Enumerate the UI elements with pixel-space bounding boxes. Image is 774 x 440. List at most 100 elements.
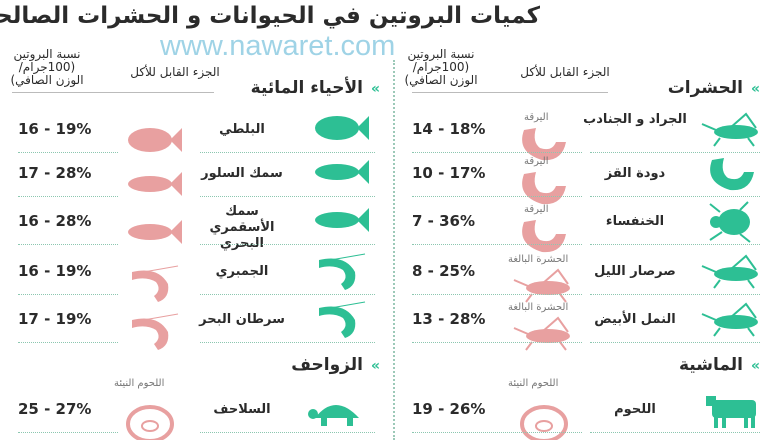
animal-name: سمك الأسقمري البحري (209, 204, 275, 251)
edible-cricket-icon (512, 264, 576, 312)
header-underline (412, 92, 608, 93)
cricket-icon (700, 250, 764, 298)
animal-name: سرطان البحر (199, 312, 285, 327)
protein-percentage: 19 - 26% (412, 400, 486, 418)
table-row: النمل الأبيض الحشرة البالغة 13 - 28% (0, 298, 774, 351)
table-row: الجراد و الجنادب اليرقة 14 - 18% (0, 108, 774, 161)
protein-percentage: 17 - 19% (18, 310, 92, 328)
header-underline (12, 92, 214, 93)
chevron-right-icon: » (370, 81, 380, 97)
chevron-right-icon: » (750, 81, 760, 97)
row-divider (590, 294, 760, 295)
section-heading: » الماشية (600, 355, 760, 375)
mackerel-icon (305, 200, 369, 248)
turtle-icon (305, 388, 369, 436)
table-row: السلاحف اللحوم النيئة 25 - 27% (0, 378, 774, 440)
row-divider (18, 432, 118, 433)
termite-icon (700, 298, 764, 346)
row-divider (200, 294, 375, 295)
catfish-icon (305, 152, 369, 200)
shrimp-icon (305, 250, 369, 298)
edible-part-label: اليرقة (524, 156, 549, 167)
edible-mackerel-icon (118, 212, 182, 260)
row-divider (18, 294, 118, 295)
page-title: كميات البروتين في الحيوانات و الحشرات ال… (0, 3, 540, 29)
table-row: سمك الأسقمري البحري 16 - 28% (0, 200, 774, 251)
lobster-icon (305, 298, 369, 346)
protein-percentage: 17 - 28% (18, 164, 92, 182)
animal-name: اللحوم (614, 402, 656, 417)
animal-name: البلطي (219, 122, 265, 137)
cow-icon (700, 388, 764, 436)
animal-name: النمل الأبيض (594, 312, 676, 327)
table-row: سمك السلور 17 - 28% (0, 152, 774, 198)
row-divider (200, 152, 375, 153)
protein-percentage: 14 - 18% (412, 120, 486, 138)
row-divider (412, 342, 582, 343)
table-row: الخنفساء اليرقة 7 - 36% (0, 200, 774, 253)
row-divider (412, 294, 582, 295)
row-divider (590, 432, 760, 433)
row-divider (412, 196, 582, 197)
protein-percentage: 16 - 19% (18, 120, 92, 138)
table-row: صرصار الليل الحشرة البالغة 8 - 25% (0, 250, 774, 303)
row-divider (18, 244, 118, 245)
protein-percentage: 25 - 27% (18, 400, 92, 418)
beetle-icon (700, 200, 764, 248)
table-row: الجمبري 16 - 19% (0, 250, 774, 302)
edible-part-label: الحشرة البالغة (508, 302, 569, 313)
animal-name: الجراد و الجنادب (583, 112, 687, 127)
header-protein: نسبة البروتين (100جرام/الوزن الصافي) (8, 48, 86, 87)
row-divider (200, 432, 375, 433)
section-heading: » الأحياء المائية (220, 78, 380, 98)
table-row: البلطي 16 - 19% (0, 108, 774, 154)
row-divider (200, 244, 375, 245)
row-divider (590, 244, 760, 245)
watermark: www.nawaret.com (160, 30, 396, 62)
row-divider (200, 342, 375, 343)
edible-tilapia-icon (118, 120, 182, 168)
row-divider (412, 432, 582, 433)
animal-name: سمك السلور (201, 166, 283, 181)
row-divider (590, 152, 760, 153)
edible-part-label: اليرقة (524, 204, 549, 215)
animal-name: الخنفساء (605, 214, 665, 229)
row-divider (412, 152, 582, 153)
edible-lobster-icon (118, 310, 182, 358)
section-title: الماشية (678, 355, 743, 375)
grasshopper-icon (700, 108, 764, 156)
edible-catfish-icon (118, 164, 182, 212)
row-divider (18, 342, 118, 343)
row-divider (412, 244, 582, 245)
table-row: سرطان البحر 17 - 19% (0, 298, 774, 350)
tilapia-icon (305, 108, 369, 156)
protein-percentage: 10 - 17% (412, 164, 486, 182)
table-row: اللحوم اللحوم النيئة 19 - 26% (0, 378, 774, 440)
edible-meat-icon (118, 402, 182, 440)
edible-part-label: الحشرة البالغة (508, 254, 569, 265)
table-row: دودة القز اليرقة 10 - 17% (0, 152, 774, 205)
header-protein-label: نسبة البروتين (13, 47, 81, 61)
header-protein: نسبة البروتين (100جرام/الوزن الصافي) (402, 48, 480, 87)
header-protein-unit: (100جرام/الوزن الصافي) (404, 60, 478, 87)
header-protein-label: نسبة البروتين (407, 47, 475, 61)
section-title: الزواحف (291, 355, 363, 375)
protein-percentage: 13 - 28% (412, 310, 486, 328)
edible-termite-icon (512, 312, 576, 360)
edible-meat-icon (512, 402, 576, 440)
section-title: الحشرات (667, 78, 743, 98)
silkworm-icon (700, 152, 764, 200)
section-title: الأحياء المائية (250, 78, 363, 98)
header-edible-part: الجزء القابل للأكل (520, 65, 610, 79)
animal-name: صرصار الليل (594, 264, 676, 279)
edible-part-label: اليرقة (524, 112, 549, 123)
row-divider (200, 196, 375, 197)
chevron-right-icon: » (750, 358, 760, 374)
animal-name: دودة القز (604, 166, 666, 181)
edible-shrimp-icon (118, 262, 182, 310)
animal-name: السلاحف (213, 402, 271, 417)
animal-name: الجمبري (215, 264, 269, 279)
row-divider (18, 152, 118, 153)
protein-percentage: 16 - 28% (18, 212, 92, 230)
